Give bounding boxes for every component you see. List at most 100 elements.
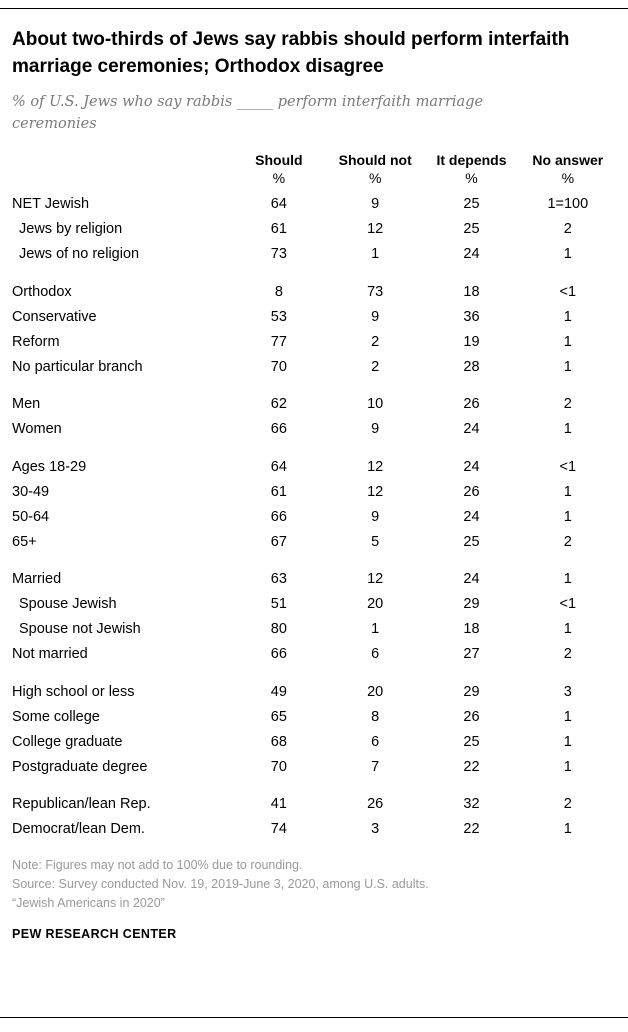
cell-value: 26 — [463, 483, 480, 500]
unit-cell: % — [561, 169, 575, 186]
cell-value: 66 — [270, 646, 287, 663]
column-header-should-not: Should not — [338, 151, 412, 168]
table-row: College graduate 68 6 25 1 — [12, 729, 616, 754]
cell-value: 65 — [270, 708, 287, 725]
row-label: Spouse Jewish — [19, 596, 117, 613]
cell-value: 22 — [463, 821, 480, 838]
cell-value: 1 — [563, 758, 572, 775]
cell-value: <1 — [559, 283, 577, 300]
cell-value: 1 — [371, 621, 380, 638]
unit-cell: % — [465, 169, 478, 186]
row-label: No particular branch — [12, 358, 143, 375]
cell-value: 8 — [274, 283, 283, 300]
row-label: Jews by religion — [19, 221, 123, 238]
cell-value: 67 — [270, 533, 287, 550]
table-row: Orthodox 8 73 18 <1 — [12, 267, 616, 305]
cell-value: 41 — [270, 796, 287, 813]
report-name-line: “Jewish Americans in 2020” — [12, 896, 165, 911]
cell-value: <1 — [559, 458, 577, 475]
cell-value: 61 — [270, 483, 287, 500]
cell-value: 25 — [463, 196, 480, 213]
table-row: Spouse not Jewish 80 1 18 1 — [12, 617, 616, 642]
cell-value: 8 — [371, 708, 380, 725]
cell-value: 25 — [463, 533, 480, 550]
cell-value: 63 — [270, 571, 287, 588]
cell-value: 1 — [563, 733, 572, 750]
table-row: Women 66 9 24 1 — [12, 417, 616, 442]
row-label: High school or less — [12, 683, 135, 700]
cell-value: 12 — [367, 458, 384, 475]
cell-value: 1 — [563, 421, 572, 438]
cell-value: 2 — [563, 796, 572, 813]
cell-value: 9 — [371, 508, 380, 525]
cell-value: 70 — [270, 758, 287, 775]
cell-value: 74 — [270, 821, 287, 838]
cell-value: 68 — [270, 733, 287, 750]
column-header-it-depends: It depends — [436, 151, 507, 168]
cell-value: 2 — [563, 396, 572, 413]
cell-value: 1 — [563, 621, 572, 638]
row-label: Spouse not Jewish — [19, 621, 141, 638]
table-row: Not married 66 6 27 2 — [12, 642, 616, 667]
table-row: Spouse Jewish 51 20 29 <1 — [12, 592, 616, 617]
cell-value: 6 — [371, 646, 380, 663]
cell-value: 51 — [270, 596, 287, 613]
table-row: High school or less 49 20 29 3 — [12, 667, 616, 705]
cell-value: 24 — [463, 246, 480, 263]
cell-value: 1 — [563, 246, 572, 263]
table-row: Reform 77 2 19 1 — [12, 329, 616, 354]
cell-value: 1 — [563, 821, 572, 838]
row-label: 65+ — [12, 533, 37, 550]
cell-value: 1=100 — [547, 196, 589, 213]
cell-value: 49 — [270, 683, 287, 700]
row-label: Women — [12, 421, 62, 438]
row-label: 50-64 — [12, 508, 50, 525]
chart-subtitle: % of U.S. Jews who say rabbis _____ perf… — [12, 94, 484, 132]
cell-value: 10 — [367, 396, 384, 413]
cell-value: 5 — [371, 533, 380, 550]
cell-value: 25 — [463, 221, 480, 238]
row-label: College graduate — [12, 733, 123, 750]
cell-value: 1 — [563, 333, 572, 350]
table-row: 30-49 61 12 26 1 — [12, 479, 616, 504]
cell-value: 18 — [463, 283, 480, 300]
cell-value: 9 — [371, 196, 380, 213]
cell-value: 20 — [367, 596, 384, 613]
cell-value: 26 — [463, 396, 480, 413]
top-rule — [0, 8, 628, 9]
cell-value: 19 — [463, 333, 480, 350]
page-title: About two-thirds of Jews say rabbis shou… — [12, 29, 570, 77]
cell-value: 2 — [563, 221, 572, 238]
cell-value: 24 — [463, 508, 480, 525]
row-label-header — [12, 146, 231, 170]
cell-value: 66 — [270, 421, 287, 438]
cell-value: 28 — [463, 358, 480, 375]
row-label: Not married — [12, 646, 88, 663]
column-header-should: Should — [255, 151, 303, 168]
table-row: Conservative 53 9 36 1 — [12, 304, 616, 329]
cell-value: 24 — [463, 458, 480, 475]
cell-value: 62 — [270, 396, 287, 413]
table-row: Ages 18-29 64 12 24 <1 — [12, 442, 616, 480]
row-label: Conservative — [12, 308, 97, 325]
row-label: Reform — [12, 333, 60, 350]
cell-value: 53 — [270, 308, 287, 325]
cell-value: 2 — [563, 533, 572, 550]
cell-value: 1 — [563, 571, 572, 588]
bottom-rule — [0, 1017, 628, 1018]
unit-cell-empty — [12, 170, 231, 192]
cell-value: 12 — [367, 571, 384, 588]
cell-value: 77 — [270, 333, 287, 350]
table-row: Postgraduate degree 70 7 22 1 — [12, 754, 616, 779]
unit-cell: % — [272, 169, 286, 186]
report-figure: About two-thirds of Jews say rabbis shou… — [0, 9, 628, 941]
pew-research-center-wordmark: PEW RESEARCH CENTER — [12, 926, 177, 941]
cell-value: 61 — [270, 221, 287, 238]
cell-value: 70 — [270, 358, 287, 375]
cell-value: 1 — [563, 483, 572, 500]
cell-value: 9 — [371, 308, 380, 325]
cell-value: 73 — [270, 246, 287, 263]
row-label: Postgraduate degree — [12, 758, 148, 775]
cell-value: 1 — [371, 246, 380, 263]
table-row: 50-64 66 9 24 1 — [12, 504, 616, 529]
